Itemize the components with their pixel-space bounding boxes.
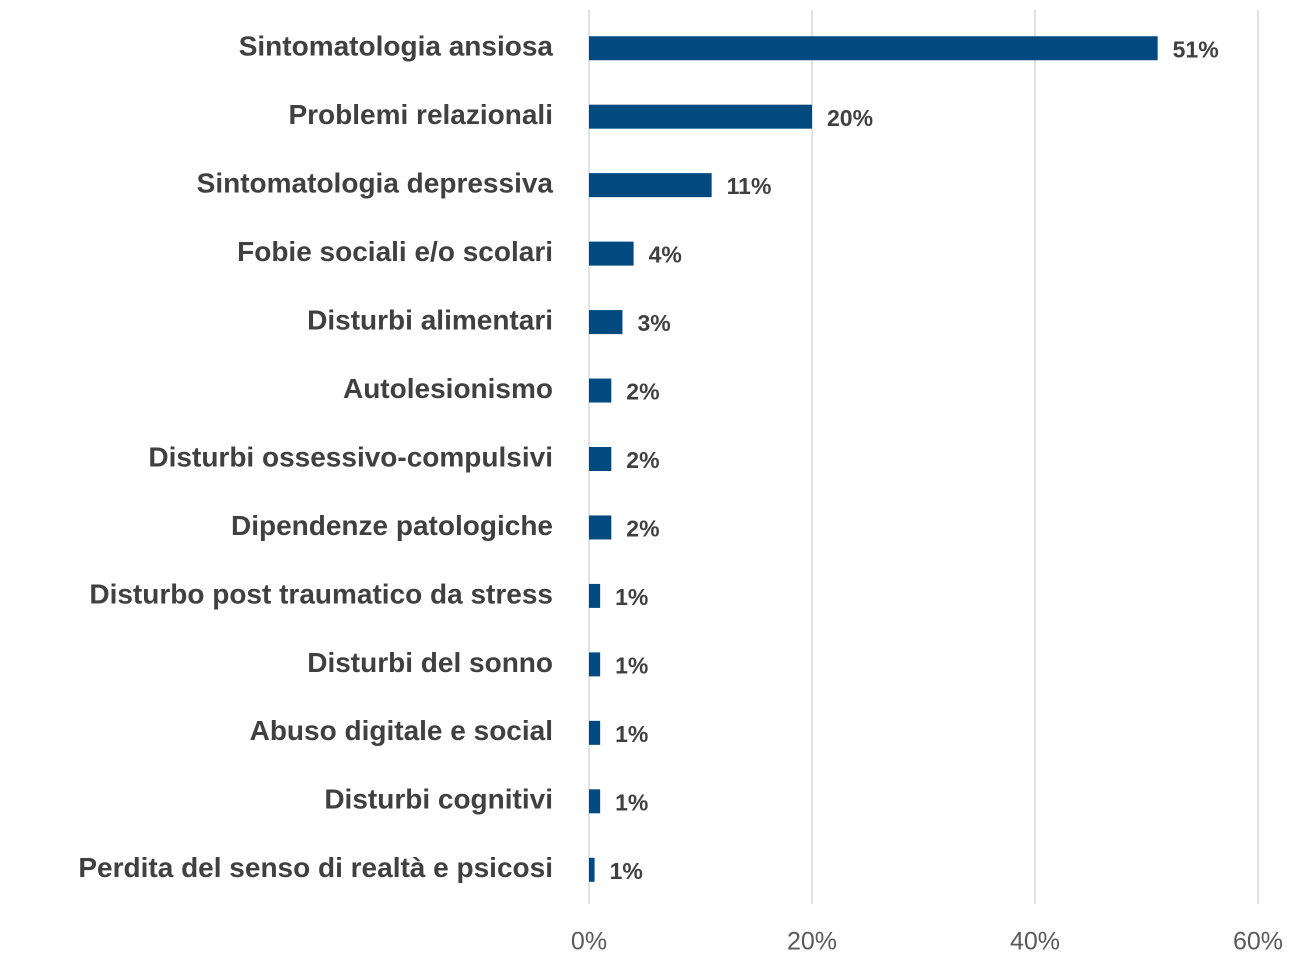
bar [589, 515, 612, 540]
x-tick-label: 0% [571, 928, 607, 956]
value-label: 1% [610, 858, 643, 884]
bar [589, 378, 612, 403]
category-label: Disturbi del sonno [307, 647, 553, 678]
category-label: Perdita del senso di realtà e psicosi [78, 852, 553, 883]
bar [589, 36, 1158, 61]
x-tick-label: 60% [1233, 928, 1283, 956]
category-label: Problemi relazionali [288, 99, 553, 130]
value-label: 2% [626, 379, 659, 405]
x-tick-label: 40% [1010, 928, 1060, 956]
value-label: 3% [637, 310, 670, 336]
category-label: Dipendenze patologiche [231, 510, 553, 541]
bar [589, 720, 601, 745]
bar [589, 447, 612, 471]
value-label: 1% [615, 721, 648, 747]
bar [589, 173, 712, 198]
value-label: 51% [1173, 36, 1219, 62]
bar [589, 310, 623, 335]
category-label: Disturbi ossessivo-compulsivi [148, 441, 553, 472]
category-label: Disturbi alimentari [307, 304, 553, 335]
value-label: 1% [615, 584, 648, 610]
bar [589, 789, 601, 814]
category-label: Fobie sociali e/o scolari [237, 236, 553, 267]
bar [589, 104, 812, 129]
category-label: Sintomatologia ansiosa [239, 31, 554, 62]
value-label: 20% [827, 105, 873, 131]
bar [589, 857, 595, 882]
category-label: Sintomatologia depressiva [197, 168, 554, 199]
category-label: Disturbi cognitivi [324, 784, 553, 815]
value-label: 11% [727, 173, 772, 199]
value-label: 4% [649, 242, 682, 268]
value-label: 1% [615, 652, 648, 678]
bar [589, 583, 601, 608]
value-label: 2% [626, 447, 659, 473]
category-label: Abuso digitale e social [250, 715, 553, 746]
bar [589, 241, 634, 266]
category-label: Disturbo post traumatico da stress [89, 578, 553, 609]
x-tick-label: 20% [787, 928, 837, 956]
value-label: 1% [615, 789, 648, 815]
bar [589, 652, 601, 677]
category-label: Autolesionismo [343, 373, 553, 404]
value-label: 2% [626, 516, 659, 542]
